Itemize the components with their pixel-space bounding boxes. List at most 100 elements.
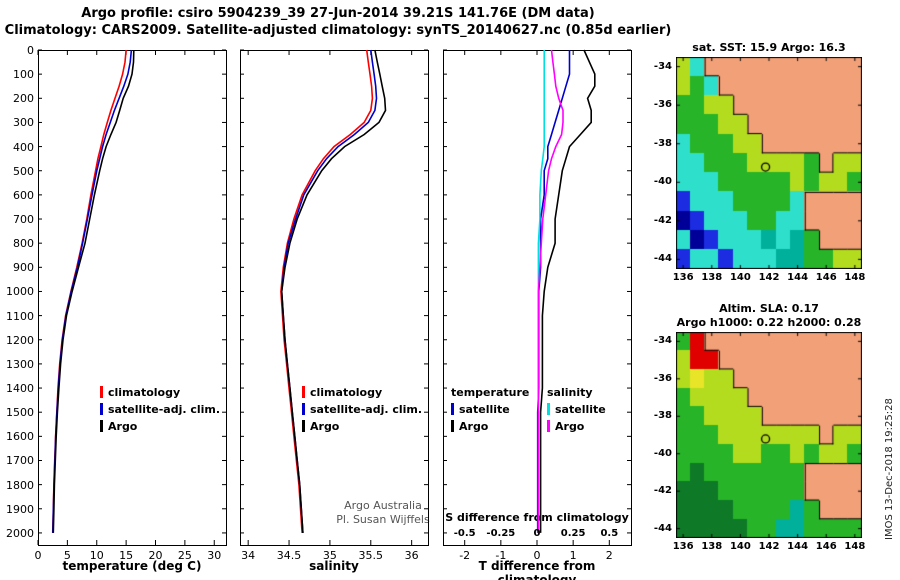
x-tick-label: -2 — [459, 549, 471, 562]
map-lon-tick-label: 146 — [815, 541, 837, 552]
depth-tick-label: 900 — [13, 261, 34, 275]
legend-label: satellite-adj. clim. — [108, 403, 221, 416]
legend-label: climatology — [108, 386, 181, 399]
map-lat-tick-label: -40 — [653, 447, 672, 459]
series-argo — [52, 49, 135, 533]
x-tick-label: 15 — [119, 549, 134, 562]
x-tick-label: 20 — [148, 549, 163, 562]
legend-color-bar — [451, 403, 454, 415]
depth-tick-label: 700 — [13, 213, 34, 227]
map-lat-tick-label: -36 — [653, 372, 672, 384]
s-tick-label: -0.25 — [486, 528, 516, 539]
legend-color-bar — [451, 420, 454, 432]
map-lat-tick-label: -42 — [653, 214, 672, 226]
s-tick-label: -0.5 — [453, 528, 476, 539]
figure-title: Argo profile: csiro 5904239_39 27-Jun-20… — [81, 6, 595, 21]
sla-map-title-line1: Altim. SLA: 0.17 — [719, 302, 819, 315]
legend-color-bar — [547, 420, 550, 432]
temperature-axis-label: temperature (deg C) — [62, 559, 202, 573]
depth-tick-label: 1900 — [6, 502, 34, 516]
depth-tick-label: 0 — [27, 44, 34, 57]
salinity-axis-label: salinity — [309, 559, 359, 573]
depth-tick-label: 1300 — [6, 357, 34, 371]
x-tick-label: 30 — [207, 549, 222, 562]
x-tick-label: 2 — [605, 549, 613, 562]
t-difference-axis-label: T difference from climatology — [478, 559, 596, 580]
map-lon-tick-label: 142 — [758, 272, 780, 283]
map-lat-tick-label: -36 — [653, 99, 672, 111]
depth-tick-label: 1100 — [6, 309, 34, 323]
series-s-argo — [537, 49, 564, 533]
legend-group-header: temperature — [451, 386, 530, 399]
x-tick-label: 5 — [63, 549, 71, 562]
map-lon-tick-label: 148 — [844, 541, 866, 552]
depth-tick-label: 400 — [13, 140, 34, 154]
legend-color-bar — [302, 386, 305, 398]
panel-salinity-profile — [240, 49, 429, 546]
depth-tick-label: 800 — [13, 237, 34, 251]
map-lon-tick-label: 140 — [729, 541, 751, 552]
x-tick-label: 35 — [322, 549, 337, 562]
legend-item: Argo — [302, 420, 339, 433]
x-tick-label: 34.5 — [276, 549, 302, 562]
map-lon-tick-label: 144 — [787, 272, 809, 283]
legend-item: Argo — [100, 420, 137, 433]
legend-item: satellite-adj. clim. — [302, 403, 422, 416]
map-lon-tick-label: 144 — [787, 541, 809, 552]
map-lat-tick-label: -44 — [653, 253, 672, 265]
x-tick-label: 1 — [569, 549, 577, 562]
legend-item: satellite-adj. clim. — [100, 403, 220, 416]
s-tick-label: 0 — [533, 528, 541, 539]
legend-label: satellite — [459, 403, 510, 416]
map-lat-tick-label: -40 — [653, 176, 672, 188]
depth-tick-label: 500 — [13, 164, 34, 178]
map-lat-tick-label: -34 — [653, 60, 672, 72]
series-argo — [280, 49, 387, 533]
figure-subtitle: Climatology: CARS2009. Satellite-adjuste… — [4, 23, 672, 38]
sst-map — [676, 57, 862, 269]
map-lat-tick-label: -42 — [653, 485, 672, 497]
legend-label: Argo — [108, 420, 138, 433]
panel-difference-profile — [443, 49, 632, 546]
legend-item: Argo — [547, 420, 584, 433]
legend-item: climatology — [100, 386, 180, 399]
series-t-satellite — [536, 50, 571, 533]
depth-tick-label: 1700 — [6, 454, 34, 468]
legend-label: Argo — [555, 420, 585, 433]
series-satellite-adj-clim- — [52, 49, 133, 533]
depth-tick-label: 1800 — [6, 478, 34, 492]
legend-label: satellite-adj. clim. — [310, 403, 423, 416]
map-lon-tick-label: 148 — [844, 272, 866, 283]
panel-box — [38, 50, 227, 546]
map-lon-tick-label: 138 — [701, 541, 723, 552]
series-t-argo — [539, 49, 596, 533]
x-tick-label: 25 — [177, 549, 192, 562]
depth-tick-label: 300 — [13, 116, 34, 130]
depth-tick-label: 1500 — [6, 406, 34, 420]
depth-tick-label: 1200 — [6, 333, 34, 347]
legend-item: Argo — [451, 420, 488, 433]
map-lat-tick-label: -38 — [653, 137, 672, 149]
panel-box — [240, 50, 429, 546]
map-lon-tick-label: 136 — [672, 272, 694, 283]
map-lon-tick-label: 146 — [815, 272, 837, 283]
depth-tick-label: 200 — [13, 92, 34, 106]
depth-tick-label: 2000 — [6, 526, 34, 540]
x-tick-label: 36 — [404, 549, 419, 562]
series-climatology — [280, 49, 374, 533]
legend-group-header: salinity — [547, 386, 593, 399]
legend-label: Argo — [310, 420, 340, 433]
legend-color-bar — [302, 420, 305, 432]
depth-tick-label: 1400 — [6, 382, 34, 396]
depth-tick-label: 1600 — [6, 430, 34, 444]
depth-tick-label: 600 — [13, 188, 34, 202]
map-lon-tick-label: 140 — [729, 272, 751, 283]
panel-temperature-profile — [37, 49, 227, 546]
map-lat-tick-label: -38 — [653, 410, 672, 422]
x-tick-label: 34 — [241, 549, 256, 562]
map-lon-tick-label: 138 — [701, 272, 723, 283]
legend-color-bar — [302, 403, 305, 415]
legend-item: satellite — [547, 403, 606, 416]
legend-color-bar — [100, 403, 103, 415]
